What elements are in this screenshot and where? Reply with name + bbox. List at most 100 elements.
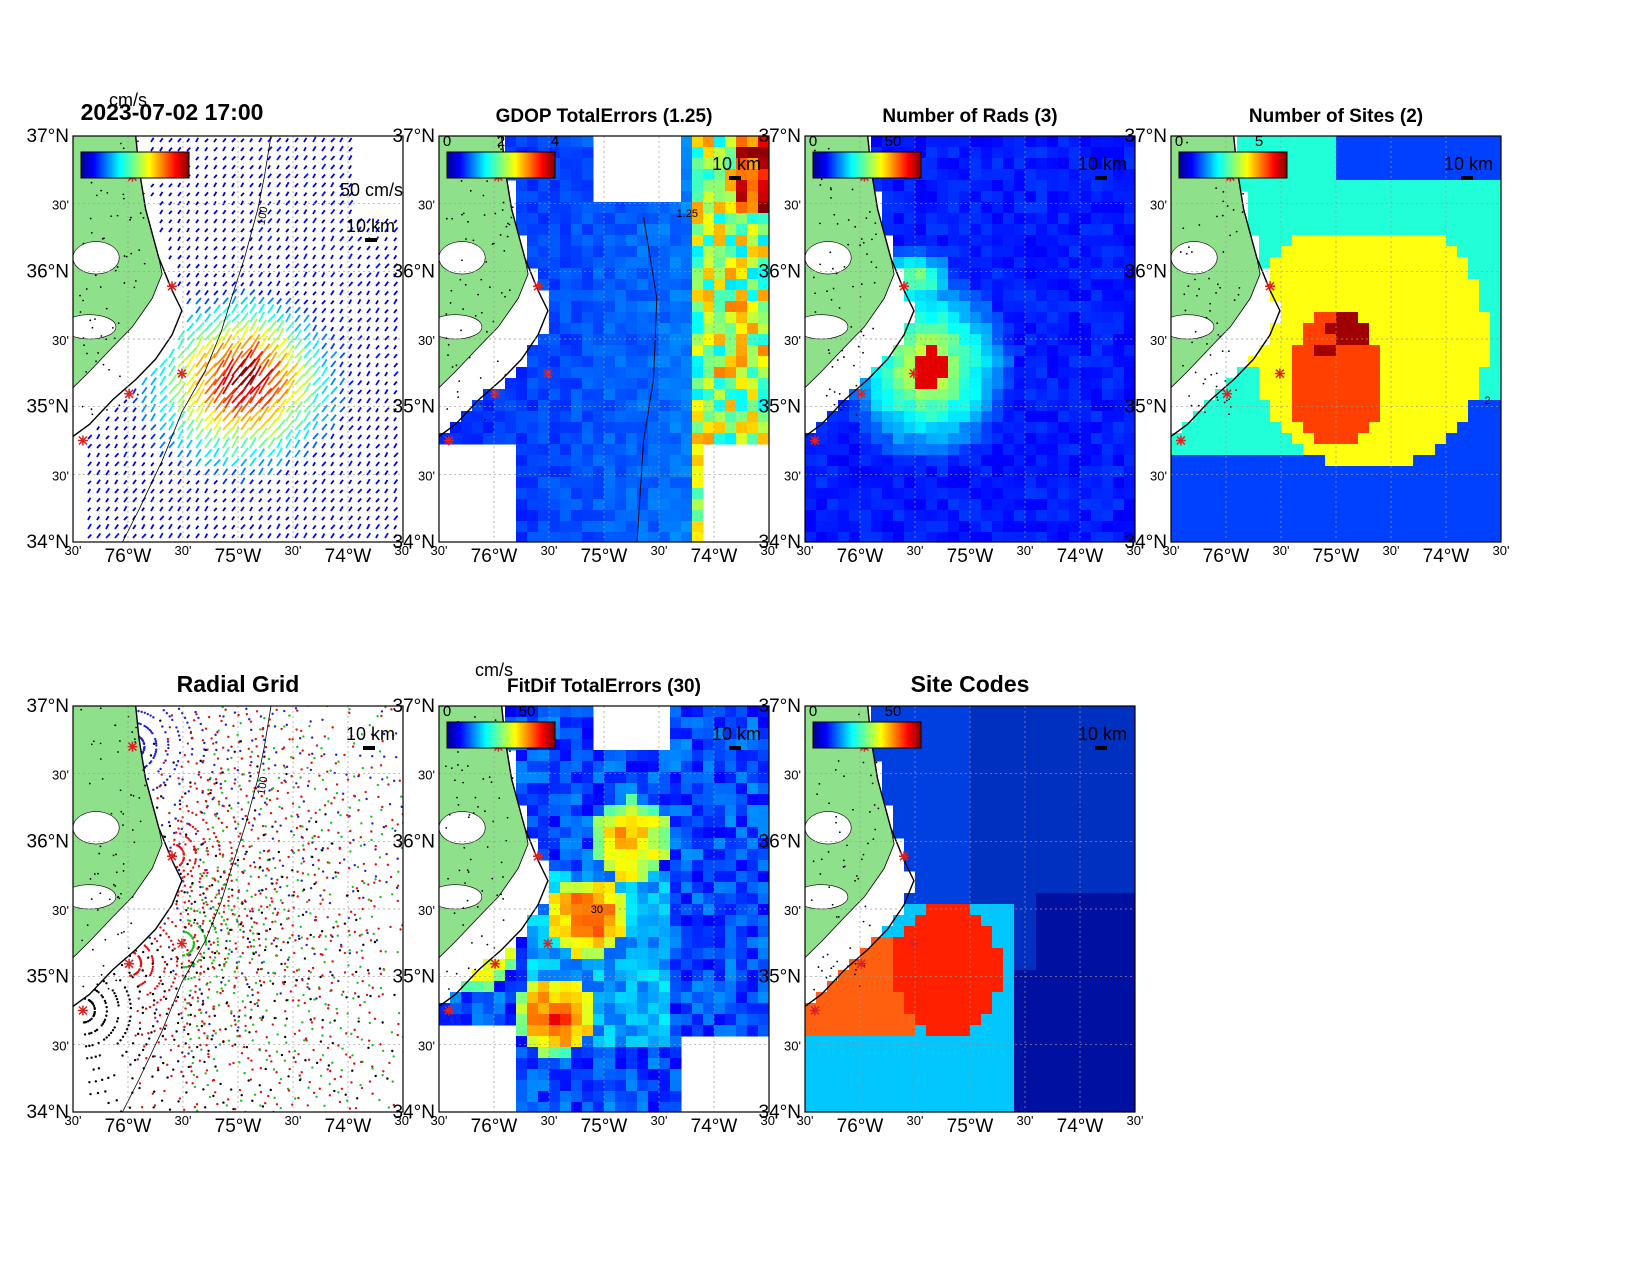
radial-grid-point: [187, 809, 190, 813]
heat-cell: [1402, 334, 1414, 346]
velocity-vector: [276, 523, 281, 530]
radial-grid-point: [175, 764, 178, 767]
velocity-vector: [294, 191, 298, 197]
velocity-vector: [240, 303, 248, 314]
heat-cell: [571, 367, 583, 379]
velocity-vector: [267, 272, 272, 278]
heat-cell: [981, 158, 993, 170]
velocity-vector: [132, 442, 138, 449]
heat-cell: [1047, 488, 1059, 500]
velocity-vector: [204, 343, 215, 359]
heat-cell: [615, 477, 627, 489]
shore-dot: [510, 216, 513, 219]
velocity-vector: [294, 137, 299, 143]
heat-cell: [1336, 158, 1348, 170]
heat-cell: [626, 367, 638, 379]
heat-cell: [959, 345, 971, 357]
velocity-vector: [366, 280, 371, 287]
velocity-vector: [195, 427, 205, 440]
heat-cell: [849, 510, 861, 522]
velocity-vector: [384, 317, 389, 323]
heat-cell: [959, 202, 971, 214]
heat-cell: [1014, 235, 1026, 247]
heat-cell: [926, 334, 938, 346]
shore-dot: [502, 201, 505, 204]
velocity-vector: [294, 164, 298, 170]
radial-grid-point: [405, 781, 407, 783]
velocity-vector: [339, 479, 344, 485]
heat-cell: [1292, 169, 1304, 181]
heat-cell: [904, 499, 916, 511]
scale-bar-label: 10 km: [1444, 154, 1493, 174]
velocity-vector: [132, 425, 137, 431]
velocity-vector: [186, 347, 197, 359]
velocity-vector: [204, 408, 217, 422]
heat-cell: [1358, 191, 1370, 203]
velocity-vector: [249, 326, 260, 341]
heat-cell: [582, 488, 594, 500]
heat-cell: [483, 411, 495, 423]
heat-cell: [659, 433, 671, 445]
velocity-vector: [168, 147, 173, 152]
heat-cell: [1102, 345, 1114, 357]
heat-cell: [494, 400, 506, 412]
heat-cell: [571, 323, 583, 335]
heat-cell: [725, 202, 737, 214]
radial-grid-point: [190, 753, 194, 756]
heat-cell: [981, 180, 993, 192]
radial-grid-point: [202, 664, 204, 666]
velocity-vector: [303, 332, 312, 341]
heat-cell: [1347, 213, 1359, 225]
heat-cell: [1047, 180, 1059, 192]
heat-cell: [1325, 521, 1337, 533]
shore-dot: [108, 368, 110, 371]
heat-cell: [670, 356, 682, 368]
shore-dot: [504, 374, 507, 376]
velocity-vector: [330, 281, 334, 287]
heat-cell: [560, 279, 572, 291]
heat-cell: [1003, 290, 1015, 302]
heat-cell: [1069, 433, 1081, 445]
radial-grid-point: [194, 851, 197, 855]
shore-dot: [1216, 215, 1218, 218]
heat-cell: [571, 411, 583, 423]
heat-cell: [1391, 378, 1403, 390]
heat-cell: [915, 213, 927, 225]
velocity-vector: [177, 218, 181, 224]
heat-cell: [1424, 411, 1436, 423]
heat-cell: [1036, 235, 1048, 247]
heat-cell: [604, 433, 616, 445]
velocity-vector: [276, 363, 289, 377]
heat-cell: [970, 323, 982, 335]
radial-grid-point: [263, 801, 267, 804]
velocity-vector: [249, 201, 254, 206]
heat-cell: [1259, 378, 1271, 390]
heat-cell: [1446, 356, 1458, 368]
velocity-vector: [303, 164, 308, 170]
heat-cell: [1369, 521, 1381, 533]
velocity-vector: [258, 319, 267, 332]
velocity-vector: [177, 254, 182, 260]
velocity-vector: [348, 173, 353, 179]
heat-cell: [871, 499, 883, 511]
heat-cell: [1025, 147, 1037, 159]
heat-cell: [1402, 279, 1414, 291]
shore-dot: [479, 396, 482, 399]
heat-cell: [725, 422, 737, 434]
heat-cell: [1435, 257, 1447, 269]
heat-cell: [1490, 389, 1501, 401]
heat-cell: [1047, 312, 1059, 324]
heat-cell: [692, 345, 704, 357]
velocity-vector: [141, 386, 148, 395]
heat-cell: [1204, 510, 1216, 522]
radial-grid-point: [366, 931, 369, 935]
heat-cell: [1336, 477, 1348, 489]
velocity-vector: [258, 137, 263, 143]
velocity-vector: [339, 406, 346, 413]
velocity-vector: [276, 313, 285, 323]
heat-cell: [670, 246, 682, 258]
velocity-vector: [303, 173, 309, 179]
heat-cell: [926, 257, 938, 269]
radial-grid-point: [236, 768, 239, 772]
shore-dot: [79, 294, 81, 297]
